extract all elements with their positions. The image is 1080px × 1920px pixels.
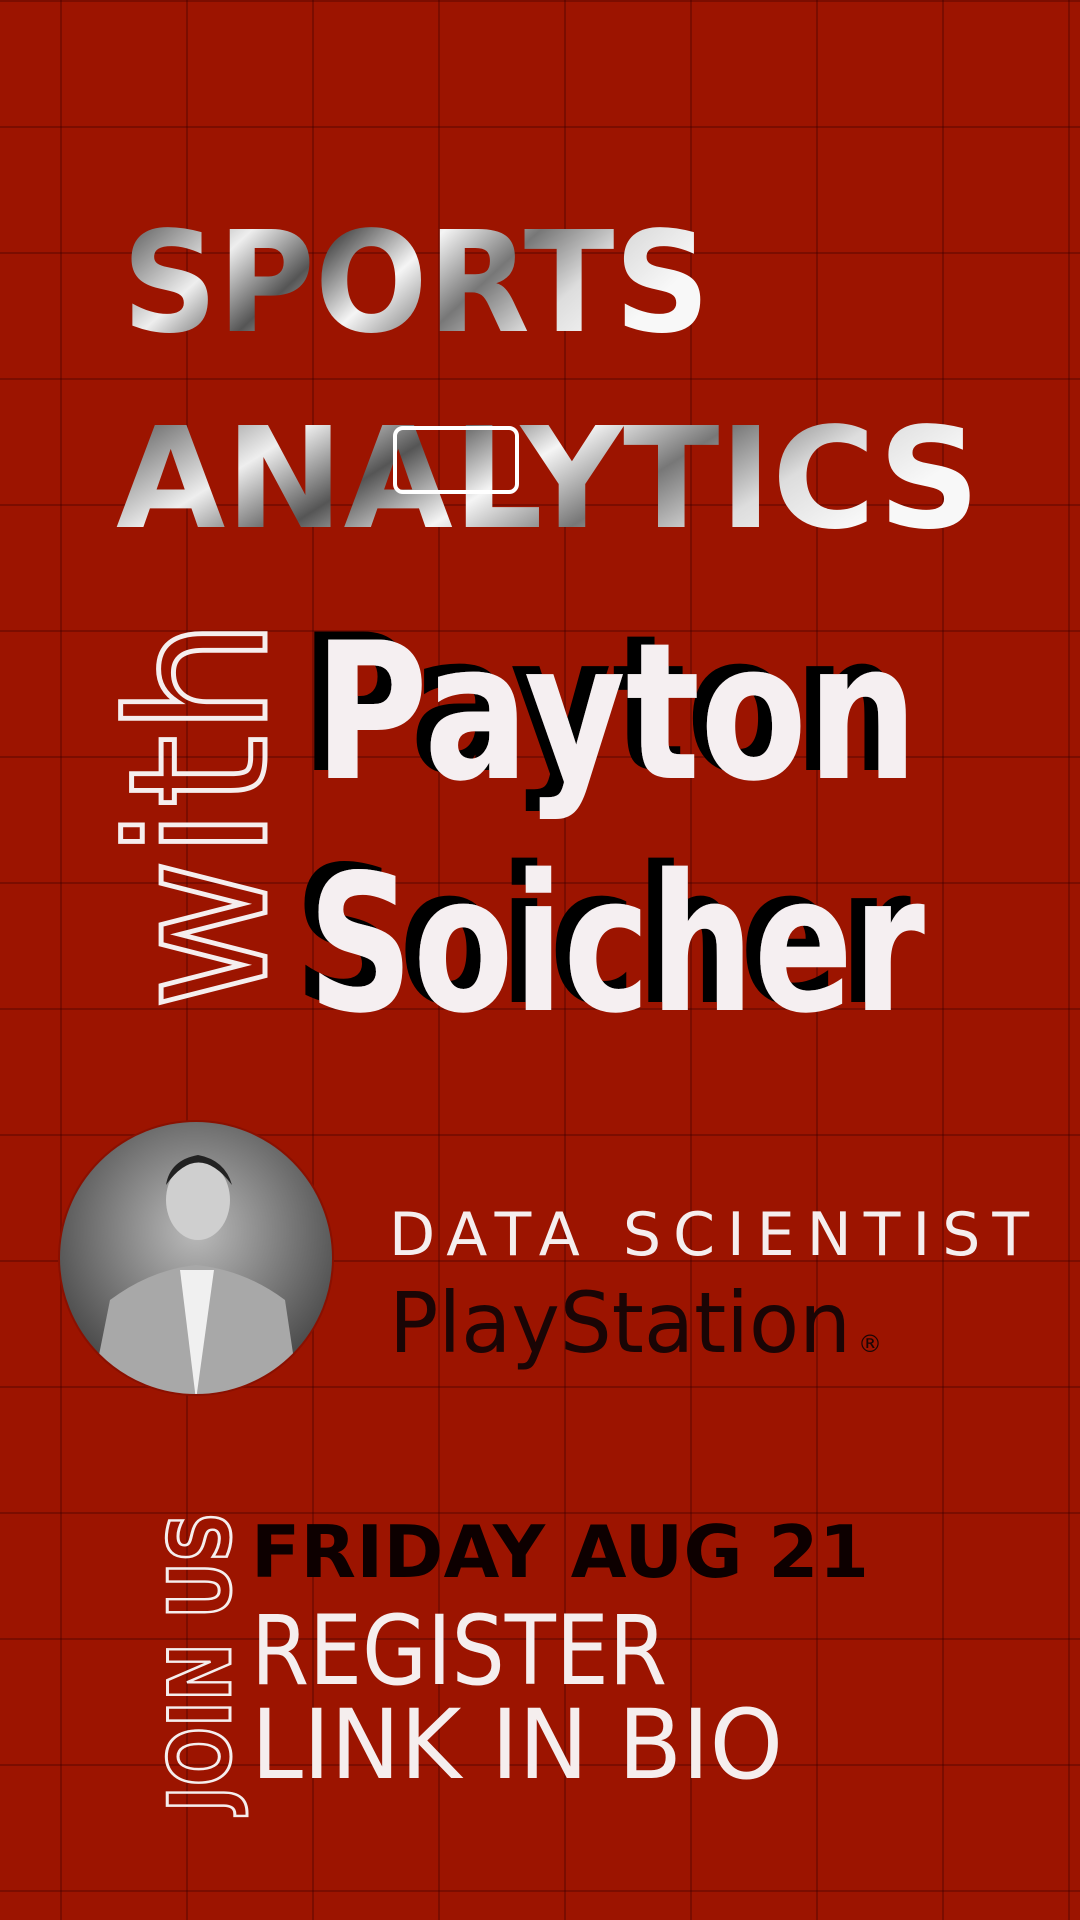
speaker-photo [59,1121,333,1395]
link-line: LINK IN BIO [251,1689,783,1801]
register-line: REGISTER [251,1595,667,1707]
join-us: JOIN US [151,1512,251,1816]
event-date: FRIDAY AUG 21 [251,1510,869,1594]
company: PlayStation [389,1274,851,1372]
last-name: Soicher [308,834,925,1055]
company-mark: ® [858,1330,882,1358]
photo-frame [58,1120,334,1396]
title-line-2: ANALYTICS [116,398,980,561]
first-name: Payton [314,602,918,823]
league-logo [393,426,519,494]
role: DATA SCIENTIST [389,1200,1029,1270]
title-line-1: SPORTS [122,202,710,365]
with-label: with [89,618,310,1010]
